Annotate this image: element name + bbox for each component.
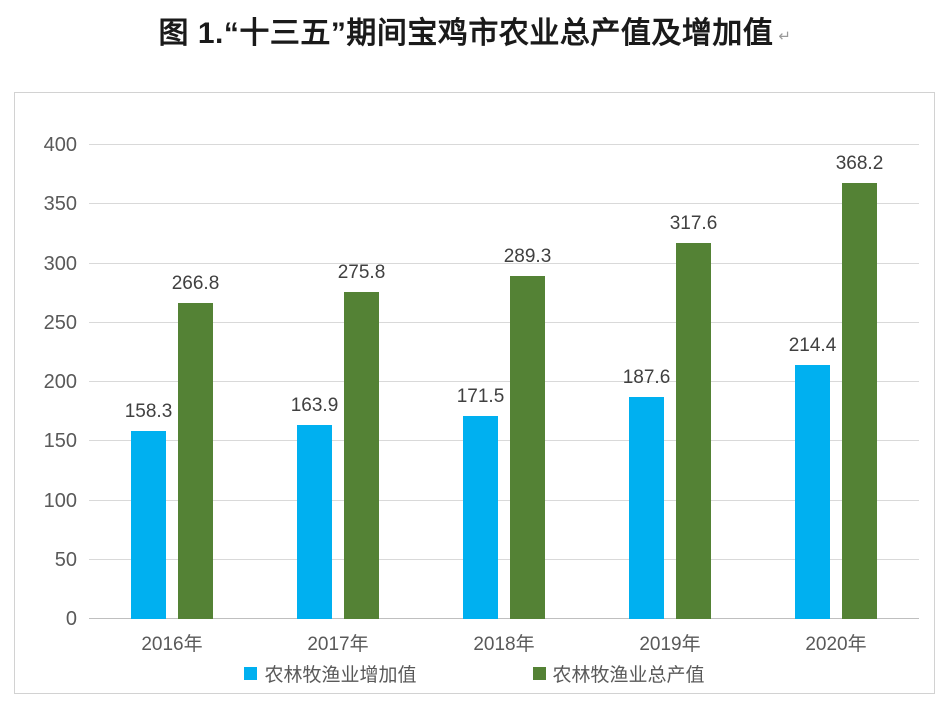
- bar-农林牧渔业增加值-2016年: 158.3: [125, 402, 172, 619]
- y-tick-label: 400: [43, 134, 77, 156]
- legend-label: 农林牧渔业总产值: [552, 665, 705, 686]
- bar-农林牧渔业增加值-2017年: 163.9: [291, 396, 338, 619]
- bar-农林牧渔业总产值-2016年: 266.8: [172, 274, 219, 619]
- bar-农林牧渔业总产值-2017年: 275.8: [338, 263, 385, 619]
- y-tick-label: 350: [43, 193, 77, 216]
- data-label: 187.6: [622, 366, 671, 388]
- y-tick-label: 50: [54, 548, 77, 571]
- gridline: [89, 381, 919, 382]
- gridline: [89, 499, 919, 501]
- bar-group-2017年: 163.9 275.8: [255, 145, 421, 619]
- data-label: 275.8: [337, 262, 386, 284]
- chart-frame: 158.3 266.8 163.9 275.8 171.5 289.3 187.6 317.6…: [14, 92, 935, 694]
- bar-农林牧渔业总产值-2019年: 317.6: [670, 214, 717, 619]
- legend-swatch-icon: [244, 667, 258, 680]
- bar-农林牧渔业增加值-2018年: 171.5: [457, 387, 504, 619]
- bar-农林牧渔业增加值-2019年: 187.6: [623, 368, 670, 619]
- data-label: 158.3: [124, 401, 173, 423]
- x-axis-label-2020年: 2020年: [805, 634, 867, 655]
- gridline: [89, 144, 919, 145]
- gridline: [89, 262, 919, 264]
- x-axis-label-2019年: 2019年: [639, 634, 701, 655]
- x-axis-line: [89, 618, 919, 619]
- data-label: 368.2: [835, 152, 884, 174]
- bar-groups: 158.3 266.8 163.9 275.8 171.5 289.3 187.6 317.6…: [89, 145, 919, 619]
- y-tick-label: 150: [43, 430, 77, 453]
- plot-area: 158.3 266.8 163.9 275.8 171.5 289.3 187.6 317.6…: [44, 135, 919, 629]
- y-tick-label: 0: [65, 608, 77, 630]
- bar-group-2016年: 158.3 266.8: [89, 145, 255, 619]
- legend-item-农林牧渔业增加值: 农林牧渔业增加值: [244, 660, 417, 687]
- chart-title: 图 1.“十三五”期间宝鸡市农业总产值及增加值: [158, 17, 774, 50]
- paragraph-mark-icon: ↵: [778, 28, 792, 45]
- page-title: 图 1.“十三五”期间宝鸡市农业总产值及增加值 ↵: [0, 8, 950, 52]
- gridline: [89, 321, 919, 323]
- x-axis-labels: 2016年 2017年 2018年 2019年 2020年: [89, 629, 919, 656]
- data-label: 163.9: [290, 394, 339, 416]
- data-label: 266.8: [171, 272, 220, 294]
- gridline: [89, 203, 919, 205]
- legend-item-农林牧渔业总产值: 农林牧渔业总产值: [532, 660, 705, 687]
- x-axis-label-2017年: 2017年: [307, 634, 369, 655]
- gridline: [89, 440, 919, 442]
- legend-swatch-icon: [532, 667, 546, 680]
- y-tick-label: 100: [43, 489, 77, 512]
- data-label: 317.6: [669, 212, 718, 234]
- legend-label: 农林牧渔业增加值: [264, 665, 417, 686]
- legend: 农林牧渔业增加值 农林牧渔业总产值: [15, 660, 934, 687]
- bar-农林牧渔业增加值-2020年: 214.4: [789, 336, 836, 619]
- bar-农林牧渔业总产值-2020年: 368.2: [836, 154, 883, 619]
- bar-group-2018年: 171.5 289.3: [421, 145, 587, 619]
- data-label: 171.5: [456, 385, 505, 407]
- bar-group-2020年: 214.4 368.2: [753, 145, 919, 619]
- data-label: 289.3: [503, 246, 552, 268]
- bar-group-2019年: 187.6 317.6: [587, 145, 753, 619]
- x-axis-label-2016年: 2016年: [141, 634, 203, 655]
- x-axis-label-2018年: 2018年: [473, 634, 535, 655]
- data-label: 214.4: [788, 334, 837, 356]
- y-tick-label: 250: [43, 311, 77, 334]
- bar-农林牧渔业总产值-2018年: 289.3: [504, 247, 551, 619]
- y-tick-label: 300: [43, 252, 77, 275]
- gridline: [89, 558, 919, 560]
- y-tick-label: 200: [43, 371, 77, 393]
